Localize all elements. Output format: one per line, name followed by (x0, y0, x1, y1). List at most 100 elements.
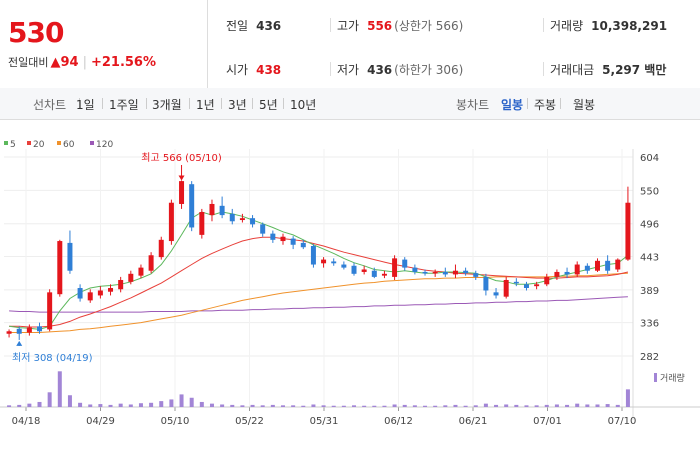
x-tick-label: 05/22 (235, 416, 264, 427)
candle-body (118, 279, 124, 290)
line-ma120 (9, 296, 628, 313)
period-1y[interactable]: 1년 (196, 98, 215, 112)
line-chart-label: 선차트 (33, 98, 67, 112)
volume-bar (433, 405, 438, 407)
legend-label: 5 (10, 140, 16, 150)
candle-body (37, 326, 43, 332)
candle-body (6, 331, 12, 334)
volume-bar (463, 405, 468, 407)
candle-body (371, 270, 377, 277)
volume-bar (220, 404, 225, 407)
y-tick-label: 443 (640, 253, 659, 264)
candle-monthly[interactable]: 월봉 (573, 98, 596, 112)
candle-body (554, 271, 560, 277)
volume-bar (443, 405, 448, 407)
volume-bar (412, 405, 417, 407)
max-price-label: 최고 566 (05/10) (141, 152, 222, 164)
y-tick-label: 550 (640, 186, 659, 197)
price-change: 전일대비 ▲94 | +21.56% (8, 55, 157, 70)
volume-bar (57, 371, 62, 407)
volume-bar (260, 405, 265, 407)
volume-bar (47, 392, 52, 407)
volume-bar (483, 403, 488, 407)
candle-weekly[interactable]: 주봉 (534, 98, 557, 112)
candle-body (392, 258, 398, 277)
volume-bar (98, 404, 103, 407)
candle-body (493, 292, 499, 296)
volume-bar (37, 401, 42, 407)
period-3y[interactable]: 3년 (228, 98, 247, 112)
candle-body (239, 218, 245, 221)
candle-body (402, 259, 408, 268)
period-1w[interactable]: 1주일 (109, 98, 139, 112)
candle-body (605, 260, 611, 271)
candle-body (594, 260, 600, 271)
candle-body (229, 213, 235, 222)
volume-bar (352, 405, 357, 407)
y-tick-label: 336 (640, 319, 659, 330)
volume-bar (534, 405, 539, 407)
volume-bar (402, 404, 407, 407)
quote-summary: 530 전일대비 ▲94 | +21.56% 전일 436 고가 556 (상한가 566)… (0, 0, 700, 89)
trade-amount: 거래대금 5,297 백만 (550, 63, 667, 77)
volume-bar (382, 405, 387, 407)
line-ma20 (9, 236, 629, 328)
candle-body (67, 242, 73, 271)
legend-swatch (57, 141, 61, 145)
y-tick-label: 604 (640, 153, 659, 164)
volume-bar (230, 404, 235, 407)
candle-body (351, 265, 357, 274)
current-price: 530 (8, 16, 64, 49)
candle-body (26, 327, 32, 333)
candle-body (189, 184, 195, 228)
period-3m[interactable]: 3개월 (152, 98, 182, 112)
period-5y[interactable]: 5년 (259, 98, 278, 112)
candle-body (625, 202, 631, 260)
volume-bar (423, 405, 428, 407)
volume-bar (341, 405, 346, 407)
candle-body (463, 270, 469, 274)
x-tick-label: 05/31 (310, 416, 339, 427)
volume-bar (595, 404, 600, 407)
volume-bar (565, 404, 570, 407)
period-1d[interactable]: 1일 (76, 98, 95, 112)
x-tick-label: 07/10 (608, 416, 637, 427)
period-10y[interactable]: 10년 (290, 98, 317, 112)
candle-body (442, 271, 448, 275)
stock-chart: 604 550 496 443 389 336 282 04/18 04/29 05/10 05/2… (0, 120, 700, 450)
volume-bar (301, 405, 306, 407)
volume-bar (128, 404, 133, 407)
legend-swatch (27, 141, 31, 145)
candle-body (310, 245, 316, 265)
volume-bar (311, 404, 316, 407)
candle-body (87, 292, 93, 301)
volume-bar (169, 399, 174, 407)
candle-body (108, 288, 114, 292)
candle-body (615, 259, 621, 270)
candle-body (179, 181, 185, 204)
volume-bar (321, 405, 326, 407)
candle-body (77, 288, 83, 299)
volume-bar (575, 403, 580, 407)
candle-body (300, 242, 306, 248)
candle-body (321, 259, 327, 264)
legend-swatch (90, 141, 94, 145)
volume-bar (240, 405, 245, 407)
volume-bar (605, 404, 610, 407)
min-arrow-head (16, 340, 23, 346)
x-tick-label: 04/18 (12, 416, 41, 427)
min-price-label: 최저 308 (04/19) (12, 352, 93, 364)
volume-bar (138, 403, 143, 407)
candle-body (584, 265, 590, 271)
low-price: 저가 436 (하한가 306) (337, 63, 464, 77)
volume-bar (291, 405, 296, 407)
legend-label: 60 (63, 140, 75, 150)
volume-bar (17, 404, 22, 407)
candle-body (57, 241, 63, 295)
candle-daily[interactable]: 일봉 (501, 98, 524, 112)
volume-bar (118, 403, 123, 407)
volume-bar (270, 404, 275, 407)
y-tick-label: 496 (640, 220, 659, 231)
volume-bar (554, 404, 559, 407)
legend-label: 120 (96, 140, 113, 150)
